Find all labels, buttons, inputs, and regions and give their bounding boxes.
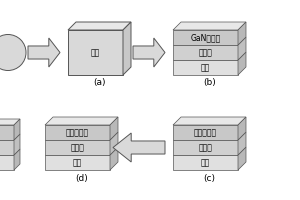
Polygon shape <box>238 147 246 170</box>
Polygon shape <box>173 22 246 30</box>
Polygon shape <box>68 22 131 30</box>
Polygon shape <box>173 155 238 170</box>
Polygon shape <box>110 147 118 170</box>
Text: 衬底: 衬底 <box>73 158 82 167</box>
Text: 衬底: 衬底 <box>201 63 210 72</box>
Text: (b): (b) <box>203 78 216 88</box>
Polygon shape <box>45 140 110 155</box>
Text: (a): (a) <box>93 78 106 88</box>
Text: 缓冲层: 缓冲层 <box>199 48 212 57</box>
Polygon shape <box>238 117 246 140</box>
Text: GaN外延层: GaN外延层 <box>190 33 220 42</box>
Text: 衬底: 衬底 <box>91 48 100 57</box>
Polygon shape <box>0 119 20 125</box>
Polygon shape <box>28 38 60 67</box>
Polygon shape <box>173 45 238 60</box>
Polygon shape <box>173 117 246 125</box>
Polygon shape <box>173 125 238 140</box>
Polygon shape <box>45 125 110 140</box>
Polygon shape <box>14 149 20 170</box>
Text: 衬底: 衬底 <box>201 158 210 167</box>
Polygon shape <box>113 133 165 162</box>
Text: 注入镍离子: 注入镍离子 <box>194 128 217 137</box>
Text: 缓冲层: 缓冲层 <box>199 143 212 152</box>
Polygon shape <box>110 117 118 140</box>
Polygon shape <box>14 134 20 155</box>
Polygon shape <box>0 140 14 155</box>
Polygon shape <box>14 119 20 140</box>
Text: (c): (c) <box>203 173 215 182</box>
Polygon shape <box>173 60 238 75</box>
Polygon shape <box>0 155 14 170</box>
Circle shape <box>0 34 26 71</box>
Polygon shape <box>173 30 238 45</box>
Polygon shape <box>133 38 165 67</box>
Polygon shape <box>238 37 246 60</box>
Polygon shape <box>238 132 246 155</box>
Text: 缓冲层: 缓冲层 <box>70 143 84 152</box>
Polygon shape <box>238 22 246 45</box>
Polygon shape <box>68 30 123 75</box>
Polygon shape <box>45 155 110 170</box>
Polygon shape <box>110 132 118 155</box>
Text: (d): (d) <box>75 173 88 182</box>
Text: 镍相氮空位: 镍相氮空位 <box>66 128 89 137</box>
Polygon shape <box>0 125 14 140</box>
Polygon shape <box>238 52 246 75</box>
Polygon shape <box>123 22 131 75</box>
Polygon shape <box>45 117 118 125</box>
Polygon shape <box>173 140 238 155</box>
